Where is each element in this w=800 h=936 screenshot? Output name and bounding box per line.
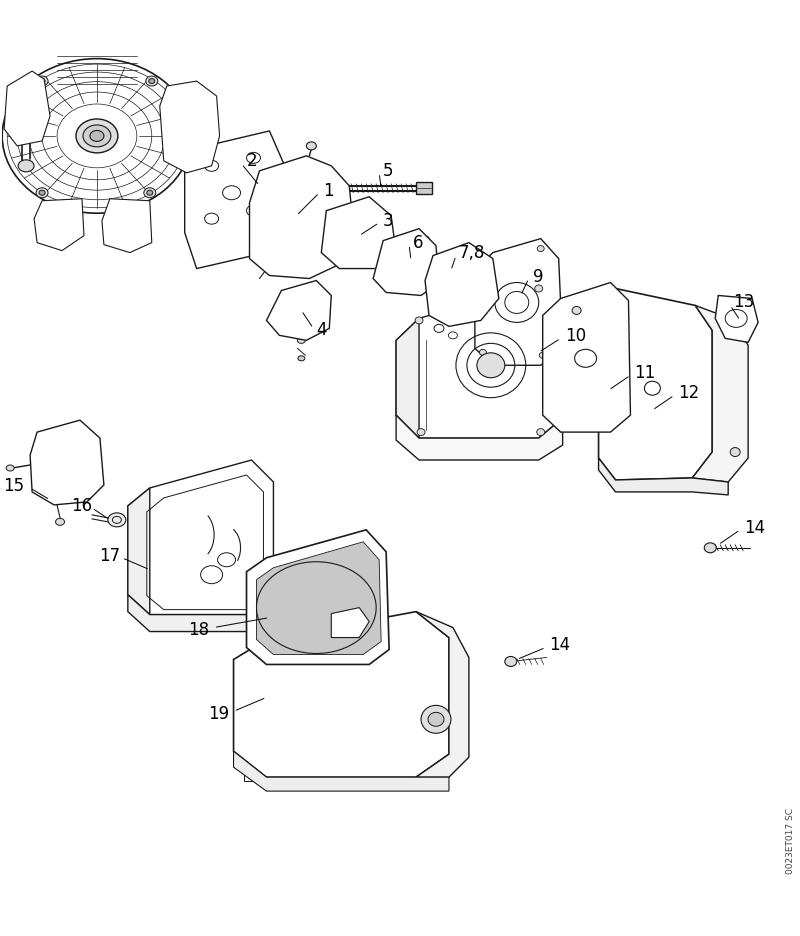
Ellipse shape [538,245,544,252]
Text: 9: 9 [533,268,543,285]
Ellipse shape [90,130,104,141]
Polygon shape [185,131,283,269]
Text: 0023ET017 SC: 0023ET017 SC [786,808,794,874]
Text: 1: 1 [323,182,334,199]
Text: 18: 18 [189,621,210,638]
Ellipse shape [292,212,306,225]
Ellipse shape [18,160,34,172]
Bar [44,435,84,467]
Ellipse shape [477,353,505,378]
Polygon shape [425,242,499,327]
Polygon shape [160,81,219,173]
Polygon shape [396,318,419,438]
Text: 13: 13 [733,294,754,312]
Ellipse shape [505,656,517,666]
Text: 7,8: 7,8 [459,243,486,261]
Ellipse shape [298,356,305,360]
Polygon shape [715,296,758,343]
Text: 3: 3 [383,212,394,229]
Ellipse shape [430,256,436,261]
Polygon shape [266,281,331,341]
Polygon shape [322,197,396,269]
Ellipse shape [415,317,423,324]
Ellipse shape [534,285,542,292]
Ellipse shape [80,489,88,495]
Bar [411,774,423,784]
Text: 6: 6 [413,234,423,252]
Ellipse shape [457,281,465,288]
Ellipse shape [417,429,425,435]
Bar [416,182,432,194]
Ellipse shape [486,256,492,261]
Text: 16: 16 [71,497,92,515]
Polygon shape [475,239,562,365]
Text: 12: 12 [678,384,699,402]
Ellipse shape [146,76,158,86]
Ellipse shape [306,142,316,150]
Ellipse shape [421,706,451,733]
Polygon shape [234,752,449,791]
Ellipse shape [2,59,192,213]
Text: 14: 14 [549,636,570,653]
Ellipse shape [39,190,45,196]
Polygon shape [373,228,439,296]
Text: 17: 17 [98,547,120,564]
Text: 4: 4 [316,321,327,340]
Polygon shape [250,156,354,279]
Polygon shape [396,416,562,460]
Polygon shape [30,420,104,505]
Ellipse shape [144,188,156,197]
Text: 19: 19 [209,706,230,724]
Text: 15: 15 [3,477,24,495]
Polygon shape [246,530,389,665]
Polygon shape [34,198,84,251]
Polygon shape [692,305,748,482]
Ellipse shape [539,352,546,358]
Text: 10: 10 [565,328,586,345]
Polygon shape [598,458,728,495]
Ellipse shape [298,337,306,344]
Bar [44,468,84,496]
Text: 14: 14 [744,519,766,537]
Ellipse shape [80,436,88,444]
Polygon shape [331,607,369,637]
Ellipse shape [39,79,45,83]
Polygon shape [128,460,274,615]
Ellipse shape [55,519,65,525]
Ellipse shape [46,436,54,444]
Polygon shape [128,594,274,632]
Polygon shape [234,611,449,777]
Ellipse shape [730,447,740,457]
Ellipse shape [479,259,486,266]
Ellipse shape [36,76,48,86]
Ellipse shape [76,119,118,153]
Text: 2: 2 [246,152,257,169]
Ellipse shape [572,306,581,314]
Ellipse shape [108,513,126,527]
Ellipse shape [479,349,486,356]
Ellipse shape [146,190,153,196]
Ellipse shape [704,543,716,553]
Polygon shape [416,611,469,777]
Ellipse shape [537,429,545,435]
Polygon shape [396,283,562,438]
Text: 11: 11 [634,364,656,382]
Polygon shape [257,542,381,654]
Ellipse shape [83,124,111,147]
Ellipse shape [46,489,54,495]
Text: 5: 5 [383,162,394,180]
Polygon shape [128,488,150,615]
Bar [243,771,255,782]
Polygon shape [4,71,50,146]
Polygon shape [102,198,152,253]
Ellipse shape [428,712,444,726]
Ellipse shape [36,188,48,197]
Ellipse shape [6,465,14,471]
Polygon shape [542,283,630,432]
Ellipse shape [149,79,154,83]
Polygon shape [598,288,712,480]
